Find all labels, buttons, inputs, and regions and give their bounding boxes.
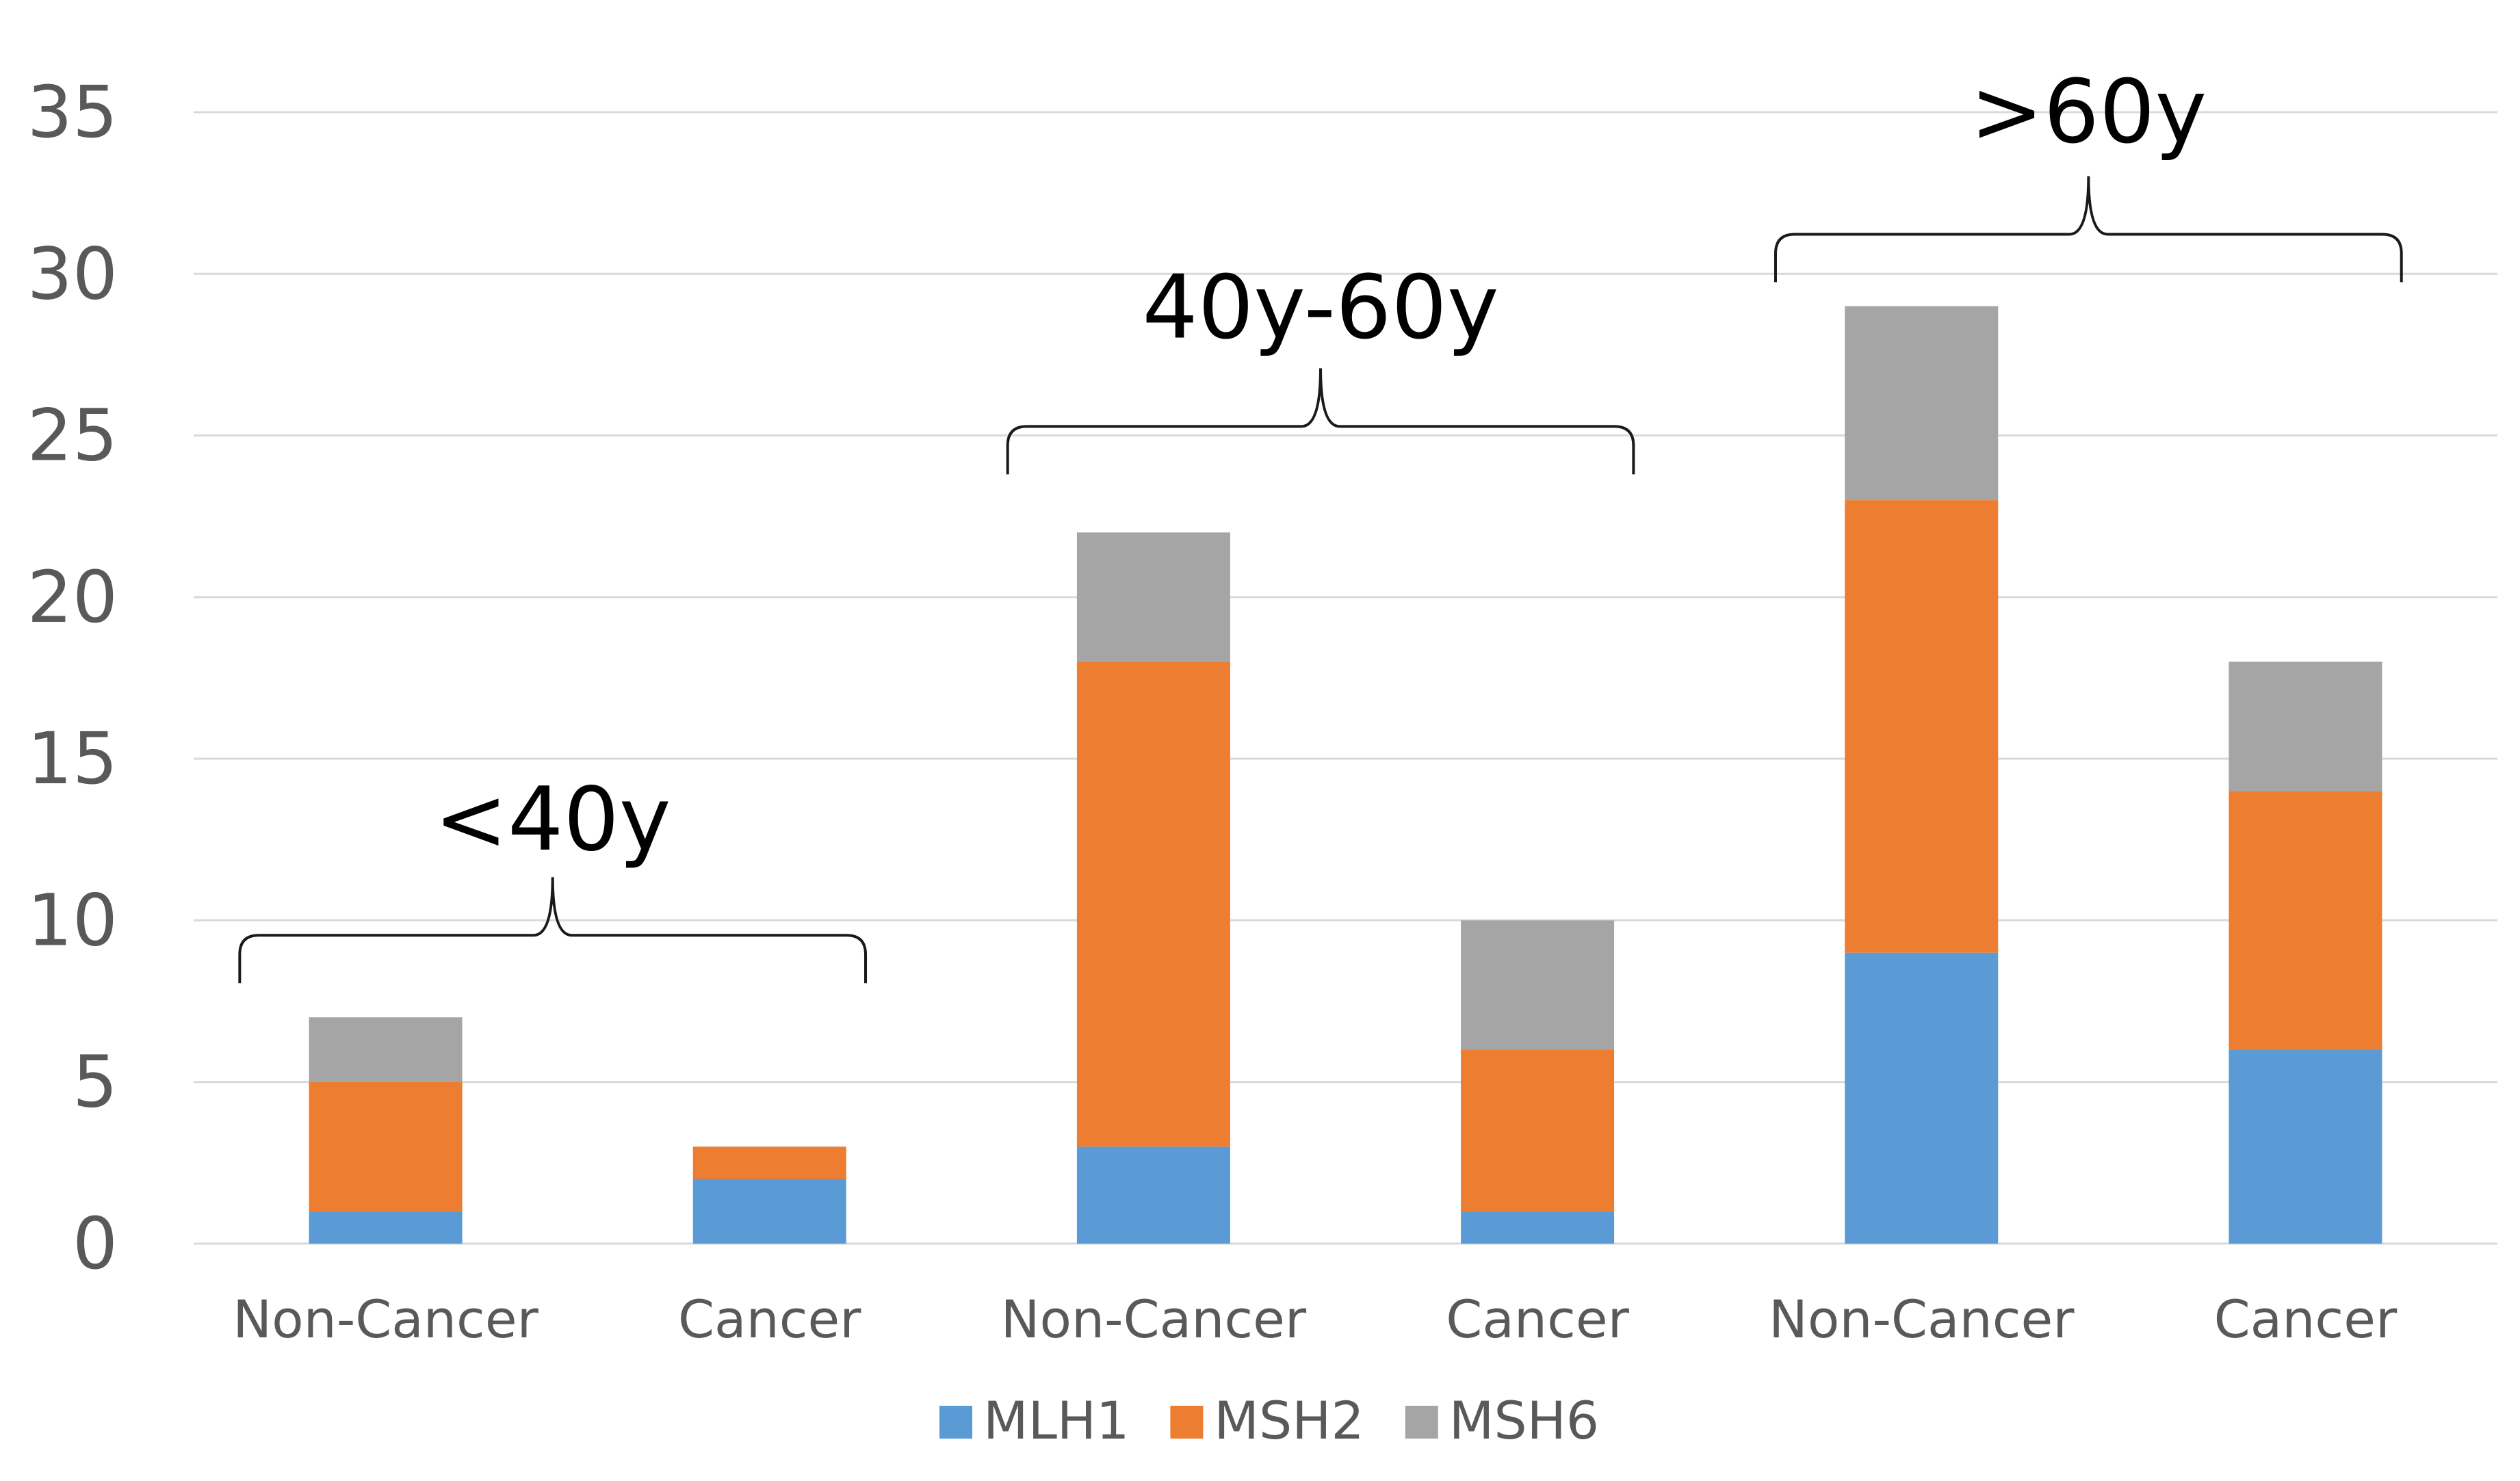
y-tick-label-35: 35 — [27, 70, 118, 154]
y-tick-label-10: 10 — [27, 878, 118, 962]
bar-msh2-2 — [692, 1146, 846, 1179]
bar-mlh1-6 — [2229, 1049, 2382, 1244]
bar-mlh1-2 — [692, 1179, 846, 1244]
bar-msh2-3 — [1076, 661, 1230, 1147]
group-label-2: 40y-60y — [1142, 257, 1498, 358]
y-tick-label-25: 25 — [27, 394, 118, 477]
bars — [309, 306, 2382, 1244]
bar-msh6-5 — [1845, 306, 1999, 501]
x-category-label-1: Non-Cancer — [233, 1289, 538, 1350]
bar-mlh1-5 — [1845, 952, 1999, 1244]
group-label-1: <40y — [434, 769, 671, 871]
group-brace-3 — [1774, 176, 2403, 283]
bar-msh6-6 — [2229, 661, 2382, 791]
y-tick-label-15: 15 — [27, 717, 118, 800]
y-axis-tick-labels: 0 5 10 15 20 25 30 35 — [27, 70, 118, 1285]
bar-mlh1-4 — [1461, 1211, 1615, 1244]
legend: MLH1 MSH2 MSH6 — [939, 1390, 1599, 1451]
bar-msh2-6 — [2229, 791, 2382, 1050]
gridlines — [194, 111, 2497, 1245]
x-category-label-6: Cancer — [2214, 1289, 2398, 1350]
bar-msh6-3 — [1076, 532, 1230, 662]
bar-msh6-4 — [1461, 920, 1615, 1050]
legend-label-mlh1: MLH1 — [983, 1390, 1129, 1451]
bar-msh6-1 — [309, 1017, 463, 1082]
legend-label-msh6: MSH6 — [1449, 1390, 1599, 1451]
group-brace-2 — [1006, 368, 1635, 475]
x-category-label-3: Non-Cancer — [1001, 1289, 1307, 1350]
legend-swatch-msh2 — [1170, 1406, 1204, 1439]
y-tick-label-30: 30 — [27, 232, 118, 315]
x-axis-category-labels: Non-Cancer Cancer Non-Cancer Cancer Non-Canc… — [233, 1289, 2398, 1350]
age-group-annotations: <40y 40y-60y >60y — [238, 62, 2403, 984]
group-label-3: >60y — [1970, 62, 2207, 163]
x-category-label-4: Cancer — [1446, 1289, 1629, 1350]
bar-msh2-1 — [309, 1082, 463, 1211]
x-category-label-2: Cancer — [678, 1289, 861, 1350]
legend-label-msh2: MSH2 — [1214, 1390, 1364, 1451]
bar-mlh1-1 — [309, 1211, 463, 1244]
bar-mlh1-3 — [1076, 1146, 1230, 1244]
y-tick-label-20: 20 — [27, 555, 118, 639]
legend-swatch-msh6 — [1405, 1406, 1438, 1439]
x-category-label-5: Non-Cancer — [1769, 1289, 2075, 1350]
bar-msh2-5 — [1845, 500, 1999, 953]
legend-swatch-mlh1 — [939, 1406, 972, 1439]
y-tick-label-5: 5 — [73, 1040, 118, 1124]
y-tick-label-0: 0 — [73, 1202, 118, 1285]
group-brace-1 — [238, 877, 868, 984]
bar-msh2-4 — [1461, 1049, 1615, 1211]
